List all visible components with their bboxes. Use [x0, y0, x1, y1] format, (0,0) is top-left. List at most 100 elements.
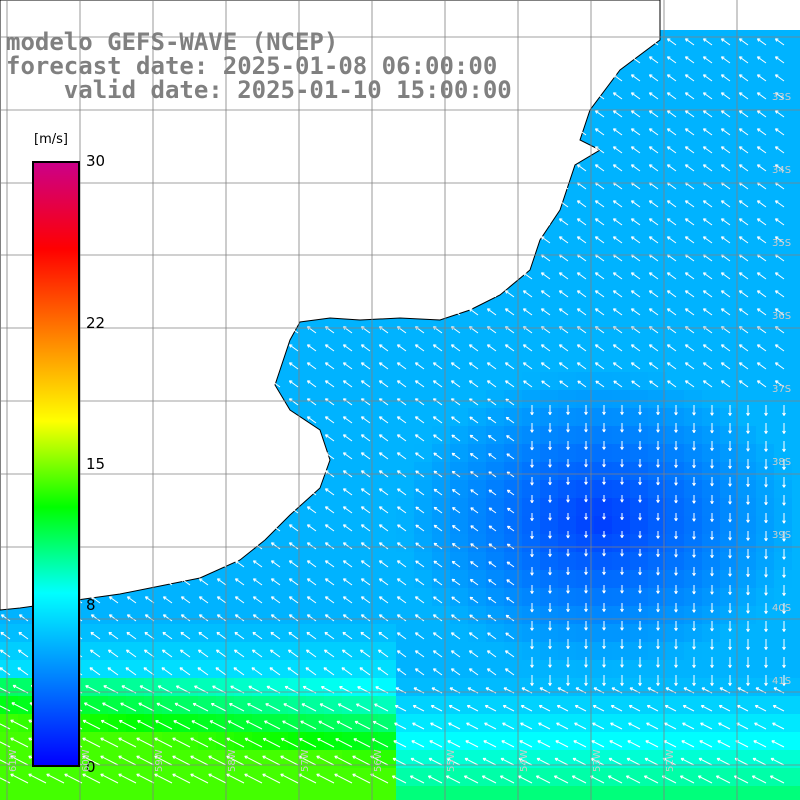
- wind-speed-cell: [630, 534, 649, 553]
- wind-speed-cell: [324, 570, 343, 589]
- wind-speed-cell: [486, 768, 505, 787]
- wind-speed-cell: [792, 372, 800, 391]
- wind-speed-cell: [432, 696, 451, 715]
- wind-speed-cell: [270, 552, 289, 571]
- wind-speed-cell: [306, 498, 325, 517]
- wind-speed-cell: [630, 498, 649, 517]
- wind-speed-cell: [450, 552, 469, 571]
- wind-speed-cell: [378, 372, 397, 391]
- wind-speed-cell: [702, 192, 721, 211]
- wind-speed-cell: [648, 300, 667, 319]
- wind-speed-cell: [54, 768, 73, 787]
- wind-speed-cell: [738, 84, 757, 103]
- wind-speed-cell: [126, 642, 145, 661]
- wind-speed-cell: [594, 714, 613, 733]
- wind-speed-cell: [684, 480, 703, 499]
- wind-speed-cell: [774, 408, 793, 427]
- wind-speed-cell: [378, 750, 397, 769]
- wind-speed-cell: [198, 660, 217, 679]
- wind-speed-cell: [90, 660, 109, 679]
- wind-speed-cell: [342, 642, 361, 661]
- wind-speed-cell: [468, 588, 487, 607]
- wind-speed-cell: [342, 714, 361, 733]
- wind-speed-cell: [666, 642, 685, 661]
- wind-speed-cell: [648, 138, 667, 157]
- wind-speed-cell: [324, 696, 343, 715]
- wind-speed-cell: [468, 732, 487, 751]
- wind-speed-cell: [720, 282, 739, 301]
- wind-speed-cell: [540, 390, 559, 409]
- wind-speed-cell: [738, 786, 757, 800]
- wind-speed-cell: [540, 444, 559, 463]
- wind-arrow: [702, 56, 713, 64]
- wind-speed-cell: [612, 678, 631, 697]
- wind-speed-cell: [198, 624, 217, 643]
- wind-speed-cell: [720, 516, 739, 535]
- wind-speed-cell: [630, 210, 649, 229]
- wind-speed-cell: [648, 552, 667, 571]
- wind-speed-cell: [558, 570, 577, 589]
- wind-speed-cell: [522, 678, 541, 697]
- wind-speed-cell: [396, 390, 415, 409]
- wind-arrow: [738, 74, 749, 82]
- wind-speed-cell: [504, 696, 523, 715]
- wind-speed-cell: [612, 372, 631, 391]
- wind-speed-cell: [486, 606, 505, 625]
- wind-speed-cell: [666, 84, 685, 103]
- wind-speed-cell: [630, 750, 649, 769]
- wind-speed-cell: [666, 228, 685, 247]
- wind-speed-cell: [684, 390, 703, 409]
- wind-speed-cell: [450, 462, 469, 481]
- wind-speed-cell: [594, 606, 613, 625]
- wind-speed-cell: [270, 660, 289, 679]
- wind-speed-cell: [486, 498, 505, 517]
- wind-speed-cell: [648, 156, 667, 175]
- wind-speed-cell: [378, 570, 397, 589]
- wind-speed-cell: [378, 336, 397, 355]
- wind-speed-cell: [558, 390, 577, 409]
- wind-speed-cell: [756, 48, 775, 67]
- wind-speed-cell: [648, 120, 667, 139]
- wind-speed-cell: [684, 210, 703, 229]
- wind-speed-cell: [630, 390, 649, 409]
- title-forecast-date: forecast date: 2025-01-08 06:00:00: [6, 52, 498, 80]
- wind-speed-cell: [702, 426, 721, 445]
- wind-speed-cell: [486, 300, 505, 319]
- wind-speed-cell: [108, 714, 127, 733]
- wind-speed-cell: [414, 732, 433, 751]
- wind-speed-cell: [576, 624, 595, 643]
- wind-speed-cell: [162, 732, 181, 751]
- wind-speed-cell: [108, 768, 127, 787]
- wind-speed-cell: [738, 588, 757, 607]
- wind-speed-cell: [756, 84, 775, 103]
- wind-speed-cell: [648, 534, 667, 553]
- wind-speed-cell: [756, 408, 775, 427]
- wind-speed-cell: [720, 120, 739, 139]
- wind-speed-cell: [396, 696, 415, 715]
- wind-speed-cell: [288, 714, 307, 733]
- wind-speed-cell: [666, 48, 685, 67]
- wind-speed-cell: [522, 354, 541, 373]
- wind-speed-cell: [270, 732, 289, 751]
- wind-speed-cell: [360, 588, 379, 607]
- wind-speed-cell: [756, 156, 775, 175]
- wind-speed-cell: [666, 462, 685, 481]
- wind-speed-cell: [414, 372, 433, 391]
- wind-speed-cell: [666, 534, 685, 553]
- wind-speed-cell: [558, 462, 577, 481]
- wind-speed-cell: [360, 534, 379, 553]
- wind-speed-cell: [648, 210, 667, 229]
- wind-speed-cell: [342, 390, 361, 409]
- wind-speed-cell: [450, 642, 469, 661]
- wind-speed-cell: [468, 336, 487, 355]
- wind-speed-cell: [90, 786, 109, 800]
- wind-speed-cell: [450, 732, 469, 751]
- wind-speed-cell: [720, 84, 739, 103]
- wind-speed-cell: [684, 354, 703, 373]
- wind-speed-cell: [666, 480, 685, 499]
- wind-speed-cell: [378, 462, 397, 481]
- wind-speed-cell: [792, 120, 800, 139]
- wind-speed-cell: [720, 102, 739, 121]
- wind-speed-cell: [396, 372, 415, 391]
